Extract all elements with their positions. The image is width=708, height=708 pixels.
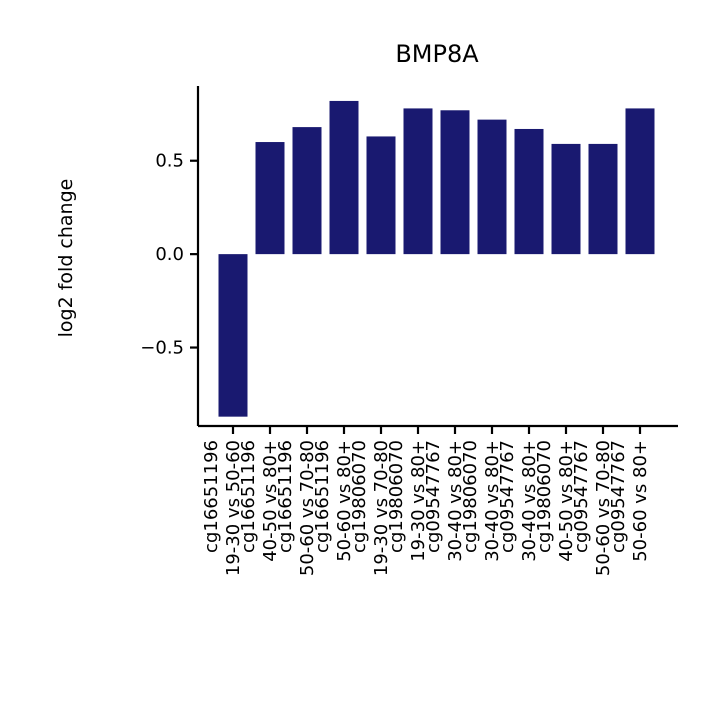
- bar-7: [440, 110, 470, 255]
- x-tick-label-line: 50-60 vs 70-80: [593, 440, 614, 576]
- x-tick-label: cg1665119650-60 vs 80+: [312, 440, 355, 562]
- x-tick-label: cg1980607040-50 vs 80+: [534, 440, 577, 562]
- x-tick-label-line: cg16651196: [201, 440, 222, 553]
- x-tick-label-line: 30-40 vs 80+: [519, 440, 540, 562]
- x-tick-label-line: cg09547767: [497, 440, 518, 553]
- y-tick-label: 0.5: [155, 151, 184, 172]
- x-tick-label-line: cg19806070: [460, 440, 481, 553]
- bar-2: [255, 142, 285, 255]
- x-tick-label-line: cg19806070: [349, 440, 370, 553]
- x-tick-label: cg1665119619-30 vs 50-60: [201, 440, 244, 576]
- x-tick-label-line: cg16651196: [275, 440, 296, 553]
- x-tick-label: cg0954776730-40 vs 80+: [497, 440, 540, 562]
- x-tick-label: cg1980607019-30 vs 70-80: [349, 440, 392, 576]
- y-tick-label: 0.0: [155, 244, 184, 265]
- x-tick-label-line: 30-40 vs 80+: [445, 440, 466, 562]
- x-tick-label-line: 40-50 vs 80+: [556, 440, 577, 562]
- x-tick-label-line: cg19806070: [386, 440, 407, 553]
- x-tick-label-line: cg19806070: [534, 440, 555, 553]
- x-tick-label-line: 40-50 vs 80+: [260, 440, 281, 562]
- x-tick-label-line: cg09547767: [423, 440, 444, 553]
- x-tick-label-line: cg09547767: [608, 440, 629, 553]
- x-tick-label-line: cg09547767: [571, 440, 592, 553]
- bar-12: [625, 108, 655, 255]
- x-tick-label: cg0954776750-60 vs 80+: [608, 440, 651, 562]
- x-tick-label-line: 19-30 vs 80+: [408, 440, 429, 562]
- x-tick-label-line: 19-30 vs 70-80: [371, 440, 392, 576]
- x-tick-label-line: cg16651196: [312, 440, 333, 553]
- x-tick-label: cg1665119650-60 vs 70-80: [275, 440, 318, 576]
- y-tick-label: −0.5: [140, 338, 184, 359]
- bars-group: [218, 100, 655, 417]
- chart-title: BMP8A: [395, 40, 479, 68]
- bar-5: [366, 136, 396, 255]
- bar-9: [514, 128, 544, 255]
- x-tick-label-line: 50-60 vs 70-80: [297, 440, 318, 576]
- x-axis: cg1665119619-30 vs 50-60cg1665119640-50 …: [198, 424, 678, 576]
- bar-10: [551, 143, 581, 255]
- bar-11: [588, 143, 618, 255]
- x-tick-label-line: 19-30 vs 50-60: [223, 440, 244, 576]
- bar-8: [477, 119, 507, 255]
- x-tick-label: cg1980607019-30 vs 80+: [386, 440, 429, 562]
- bar-1: [218, 254, 248, 417]
- x-tick-label-line: 30-40 vs 80+: [482, 440, 503, 562]
- x-tick-label: cg1980607030-40 vs 80+: [460, 440, 503, 562]
- bar-6: [403, 108, 433, 255]
- x-tick-label: cg0954776730-40 vs 80+: [423, 440, 466, 562]
- x-tick-label: cg1665119640-50 vs 80+: [238, 440, 281, 562]
- x-tick-label-line: 50-60 vs 80+: [630, 440, 651, 562]
- bar-4: [329, 100, 359, 255]
- x-tick-label-line: 50-60 vs 80+: [334, 440, 355, 562]
- x-tick-label-line: cg16651196: [238, 440, 259, 553]
- y-axis-label: log2 fold change: [55, 179, 77, 338]
- x-tick-label: cg0954776750-60 vs 70-80: [571, 440, 614, 576]
- y-axis: 0.5 0.0 −0.5: [140, 86, 200, 426]
- bar-3: [292, 127, 322, 255]
